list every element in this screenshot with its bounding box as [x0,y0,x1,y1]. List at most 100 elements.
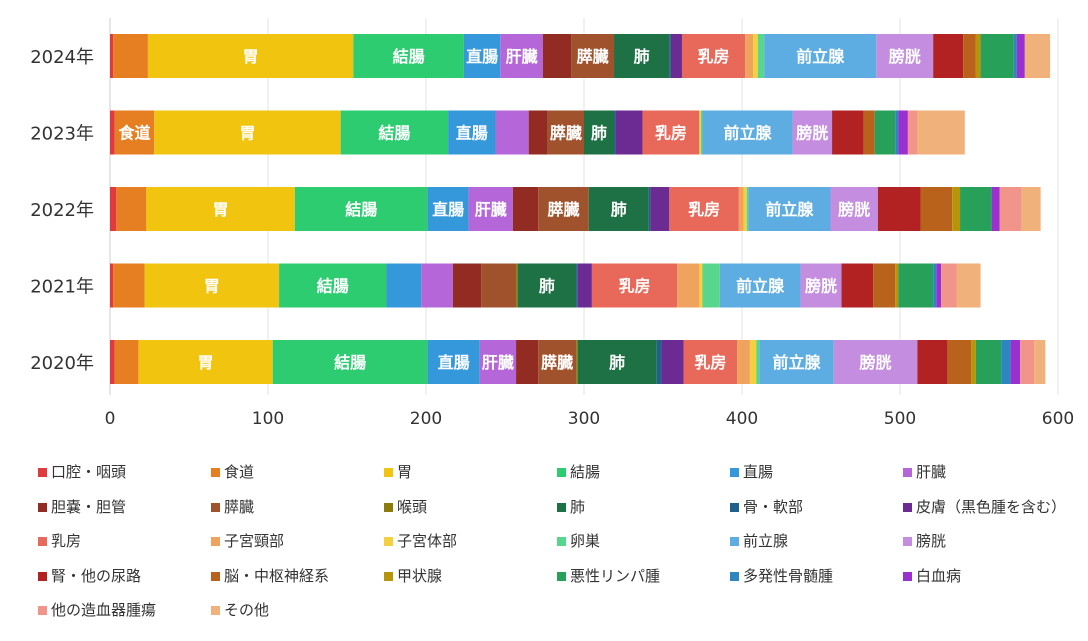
legend-swatch [384,502,393,512]
bar-segment [745,34,754,78]
legend-item[interactable]: 骨・軟部 [730,495,803,519]
bar-segment [584,110,615,155]
bar-segment [963,34,976,78]
legend-item[interactable]: 子宮体部 [384,529,457,553]
legend-item[interactable]: 肺 [557,495,585,519]
legend-item[interactable]: 白血病 [903,564,961,588]
bar-segment [738,187,744,231]
bar-segment [110,110,115,155]
bar-segment [468,187,513,231]
bar-segment [702,110,793,155]
bar-segment [538,340,577,384]
legend-item[interactable]: 甲状腺 [384,564,442,588]
bar-segment [427,340,480,384]
bar-segment [542,34,572,78]
legend-swatch [557,502,566,512]
bar-segment [669,34,671,78]
legend-label: 肺 [570,497,586,516]
legend-item[interactable]: 他の造血器腫瘍 [38,598,156,622]
legend-label: 甲状腺 [397,566,443,585]
legend-item[interactable]: 胃 [384,460,412,484]
bar-segment [832,110,864,155]
bar-segment [113,34,148,78]
legend-item[interactable]: 肝臓 [903,460,946,484]
legend-item[interactable]: 食道 [211,460,254,484]
bar-segment [975,34,981,78]
bar-segment-label: 乳房 [619,277,651,296]
legend-item[interactable]: 悪性リンパ腫 [557,564,660,588]
legend-item[interactable]: 多発性骨髄腫 [730,564,833,588]
legend-item[interactable]: 直腸 [730,460,773,484]
legend-label: 口腔・咽頭 [51,463,127,481]
legend-label: 他の造血器腫瘍 [51,601,157,619]
bar-segment [917,340,948,384]
bar-segment-label: 膀胱 [805,277,837,296]
legend-swatch [903,537,912,546]
legend-item[interactable]: 膵臓 [211,495,254,519]
legend-item[interactable]: 前立腺 [730,529,788,553]
bar-segment [479,340,517,384]
bar-segment [936,263,942,308]
bar-segment [719,263,801,308]
legend-swatch [211,502,220,512]
legend-item[interactable]: 卵巣 [557,529,600,553]
bar-segment-label: 前立腺 [765,200,814,219]
legend-item[interactable]: 皮膚（黒色腫を含む） [903,495,1066,519]
bar-segment-label: 膵臓 [541,353,573,372]
bar-segment-label: 膀胱 [838,200,870,219]
bar-segment [920,187,953,231]
legend-item[interactable]: 喉頭 [384,495,427,519]
legend-item[interactable]: 子宮頸部 [211,529,284,553]
bar-segment-label: 前立腺 [736,277,785,296]
bar-segment-label: 乳房 [655,124,687,143]
legend-label: 胆嚢・胆管 [51,497,127,516]
legend-item[interactable]: 脳・中枢神経系 [211,564,329,588]
bar-segment-label: 食道 [117,124,150,143]
bar-segment-label: 膀胱 [796,124,828,143]
legend-label: 子宮体部 [397,532,458,550]
bar-segment [749,340,757,384]
bar-segment [614,34,670,78]
legend-item[interactable]: 腎・他の尿路 [38,564,141,588]
bar-segment [110,263,114,308]
legend-item[interactable]: その他 [211,598,269,622]
bar-segment-label: 胃 [204,277,220,296]
bar-segment [1020,340,1035,384]
bar-segment-label: 乳房 [694,353,726,372]
legend-swatch [730,468,739,477]
bar-segment [833,340,918,384]
bar-segment [933,263,937,308]
bar-segment [452,263,482,308]
bar-segment [873,263,896,308]
bar-segment [340,110,449,155]
legend-swatch [38,468,47,477]
legend-label: 肝臓 [916,463,947,481]
y-category-label: 2024年 [30,47,94,68]
bar-segment [895,263,899,308]
legend-swatch [903,468,912,477]
bar-segment [614,110,616,155]
y-category-label: 2020年 [30,353,94,374]
legend-label: 白血病 [916,566,962,585]
bar-segment-label: 肺 [609,353,625,372]
legend-item[interactable]: 結腸 [557,460,600,484]
bar-segment [670,34,682,78]
legend-swatch [38,537,47,546]
legend-swatch [211,537,220,546]
bar-segment [648,187,651,231]
legend-item[interactable]: 膀胱 [903,529,946,553]
bar-segment [841,263,874,308]
legend-item[interactable]: 口腔・咽頭 [38,460,126,484]
legend-swatch [38,606,47,615]
bar-segment [907,110,918,155]
bar-segment [764,34,877,78]
legend-label: 前立腺 [743,532,789,550]
legend-swatch [384,571,393,581]
bar-segment [898,263,934,308]
y-category-label: 2021年 [30,277,94,298]
legend-item[interactable]: 胆嚢・胆管 [38,495,126,519]
bar-segment-label: 直腸 [438,353,470,372]
legend-item[interactable]: 乳房 [38,529,81,553]
bar-segment-label: 前立腺 [773,353,822,372]
bar-segment [294,187,428,231]
